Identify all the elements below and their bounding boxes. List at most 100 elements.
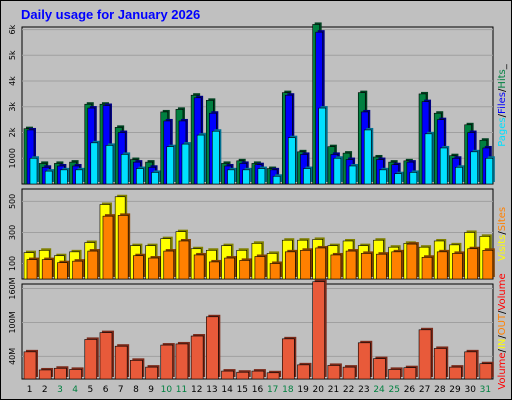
y-tick-label: 6k <box>8 24 17 34</box>
bar-sites-21 <box>330 254 342 280</box>
bar-volume-22 <box>342 366 356 380</box>
bar-pages-2 <box>44 170 53 185</box>
bar-sites-27 <box>421 256 433 280</box>
x-tick-label: 30 <box>464 385 476 395</box>
y-tick-label: 4k <box>8 76 17 86</box>
bar-pages-25 <box>394 173 402 185</box>
bar-volume-14 <box>221 370 234 380</box>
bar-pages-11 <box>181 143 190 185</box>
bar-pages-19 <box>303 168 311 185</box>
x-tick-label: 19 <box>297 385 309 395</box>
bar-volume-19 <box>297 364 310 380</box>
bar-volume-13 <box>206 316 219 380</box>
bar-volume-18 <box>281 338 295 380</box>
x-tick-label: 9 <box>148 385 154 395</box>
x-tick-label: 1 <box>27 385 33 395</box>
bar-volume-6 <box>99 332 113 380</box>
legend-item: Visits <box>497 235 508 262</box>
bar-sites-4 <box>72 260 83 280</box>
bar-pages-21 <box>333 157 342 185</box>
x-tick-label: 27 <box>419 385 430 395</box>
bar-volume-31 <box>479 363 493 380</box>
legend-item: / <box>497 310 508 314</box>
bar-pages-24 <box>379 169 387 185</box>
bar-sites-8 <box>133 255 144 280</box>
bar-volume-1 <box>23 351 37 380</box>
bar-volume-29 <box>449 366 462 380</box>
bar-pages-15 <box>242 169 251 185</box>
bar-pages-12 <box>196 134 205 185</box>
x-tick-label: 8 <box>133 385 139 395</box>
x-tick-label: 2 <box>42 385 48 395</box>
x-tick-label: 25 <box>389 385 400 395</box>
legend-item: IN <box>497 339 508 349</box>
bar-sites-5 <box>87 250 99 280</box>
bar-volume-3 <box>54 367 67 380</box>
legend-item: / <box>497 348 508 352</box>
bar-volume-24 <box>373 358 386 380</box>
legend-item: Volume <box>497 352 508 389</box>
y-tick-label: 300 <box>8 225 17 240</box>
chart-title: Daily usage for January 2026 <box>21 7 201 22</box>
legend-item: Pages <box>497 117 508 146</box>
bar-sites-23 <box>360 253 372 280</box>
bar-pages-28 <box>439 147 448 185</box>
bar-volume-21 <box>327 365 341 380</box>
legend-item: Hits <box>497 69 508 88</box>
bar-volume-10 <box>160 344 174 380</box>
bar-sites-17 <box>269 263 281 280</box>
bar-sites-29 <box>452 253 463 280</box>
x-tick-label: 28 <box>434 385 446 395</box>
bar-sites-9 <box>148 257 159 280</box>
bar-pages-23 <box>363 129 372 185</box>
x-tick-label: 4 <box>72 385 78 395</box>
bar-volume-28 <box>433 348 447 380</box>
x-tick-label: 10 <box>161 385 173 395</box>
x-tick-label: 29 <box>449 385 461 395</box>
bar-pages-30 <box>470 151 478 185</box>
bar-pages-8 <box>136 168 144 185</box>
bar-volume-16 <box>251 370 265 380</box>
bar-volume-4 <box>69 369 82 380</box>
bar-sites-20 <box>315 247 326 280</box>
bar-volume-15 <box>236 371 250 380</box>
bar-sites-19 <box>300 249 311 280</box>
bar-sites-6 <box>102 215 114 280</box>
bar-volume-2 <box>38 369 52 380</box>
bar-sites-2 <box>41 259 53 280</box>
bar-pages-3 <box>60 169 68 185</box>
legend-item: / <box>497 113 508 117</box>
bar-sites-11 <box>178 240 190 280</box>
y-tick-label: 1000 <box>8 148 17 168</box>
y-tick-label: 500 <box>8 194 17 209</box>
bar-volume-5 <box>84 339 98 380</box>
legend-item: / <box>497 335 508 339</box>
x-tick-label: 18 <box>282 385 294 395</box>
bar-volume-30 <box>464 351 477 380</box>
x-tick-label: 16 <box>252 385 264 395</box>
bar-volume-23 <box>357 342 371 380</box>
bar-sites-13 <box>209 261 220 280</box>
bar-volume-7 <box>114 345 128 380</box>
x-tick-label: 23 <box>358 385 369 395</box>
bar-pages-18 <box>287 137 296 185</box>
bar-pages-5 <box>90 142 99 185</box>
bar-pages-1 <box>29 157 38 185</box>
x-tick-label: 7 <box>118 385 124 395</box>
bar-sites-7 <box>117 215 129 280</box>
y-tick-label: 5k <box>8 50 17 60</box>
bar-pages-31 <box>485 157 494 185</box>
bar-volume-8 <box>130 360 143 380</box>
legend-item: Volume <box>497 273 508 310</box>
legend-item: Sites <box>497 207 508 231</box>
bar-sites-30 <box>467 248 478 280</box>
x-tick-label: 14 <box>221 385 233 395</box>
x-tick-label: 21 <box>328 385 339 395</box>
hits-files-pages-legend: Pages/Files/Hits_ <box>497 63 508 147</box>
x-tick-label: 20 <box>313 385 325 395</box>
x-tick-label: 3 <box>57 385 63 395</box>
bar-volume-20 <box>312 281 325 380</box>
bar-sites-16 <box>254 256 266 280</box>
x-tick-label: 31 <box>480 385 491 395</box>
